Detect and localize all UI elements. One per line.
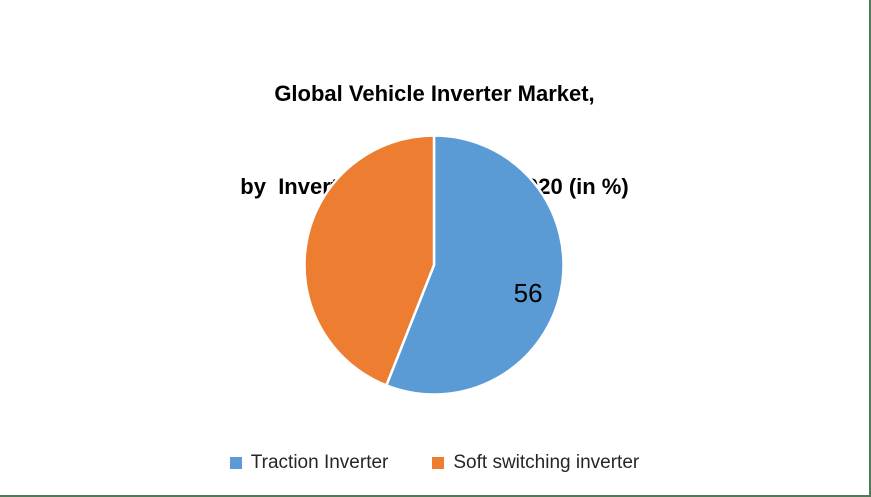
pie-slice-traction-inverter <box>385 134 565 396</box>
legend-label-soft-switching-inverter: Soft switching inverter <box>453 452 640 473</box>
chart-title-line-1: Global Vehicle Inverter Market, <box>274 81 595 106</box>
legend-swatch-soft-switching-inverter <box>432 457 445 469</box>
legend-item-traction-inverter: Traction Inverter <box>229 452 389 474</box>
legend-item-soft-switching-inverter: Soft switching inverter <box>432 452 639 474</box>
legend-label-traction-inverter: Traction Inverter <box>250 452 389 473</box>
data-label-traction-inverter: 56 <box>514 278 543 308</box>
pie-slice-soft-switching-inverter <box>303 134 436 387</box>
legend-swatch-traction-inverter <box>229 457 242 469</box>
chart-legend: Traction Inverter Soft switching inverte… <box>0 452 869 474</box>
pie-chart: 56 <box>303 134 565 396</box>
